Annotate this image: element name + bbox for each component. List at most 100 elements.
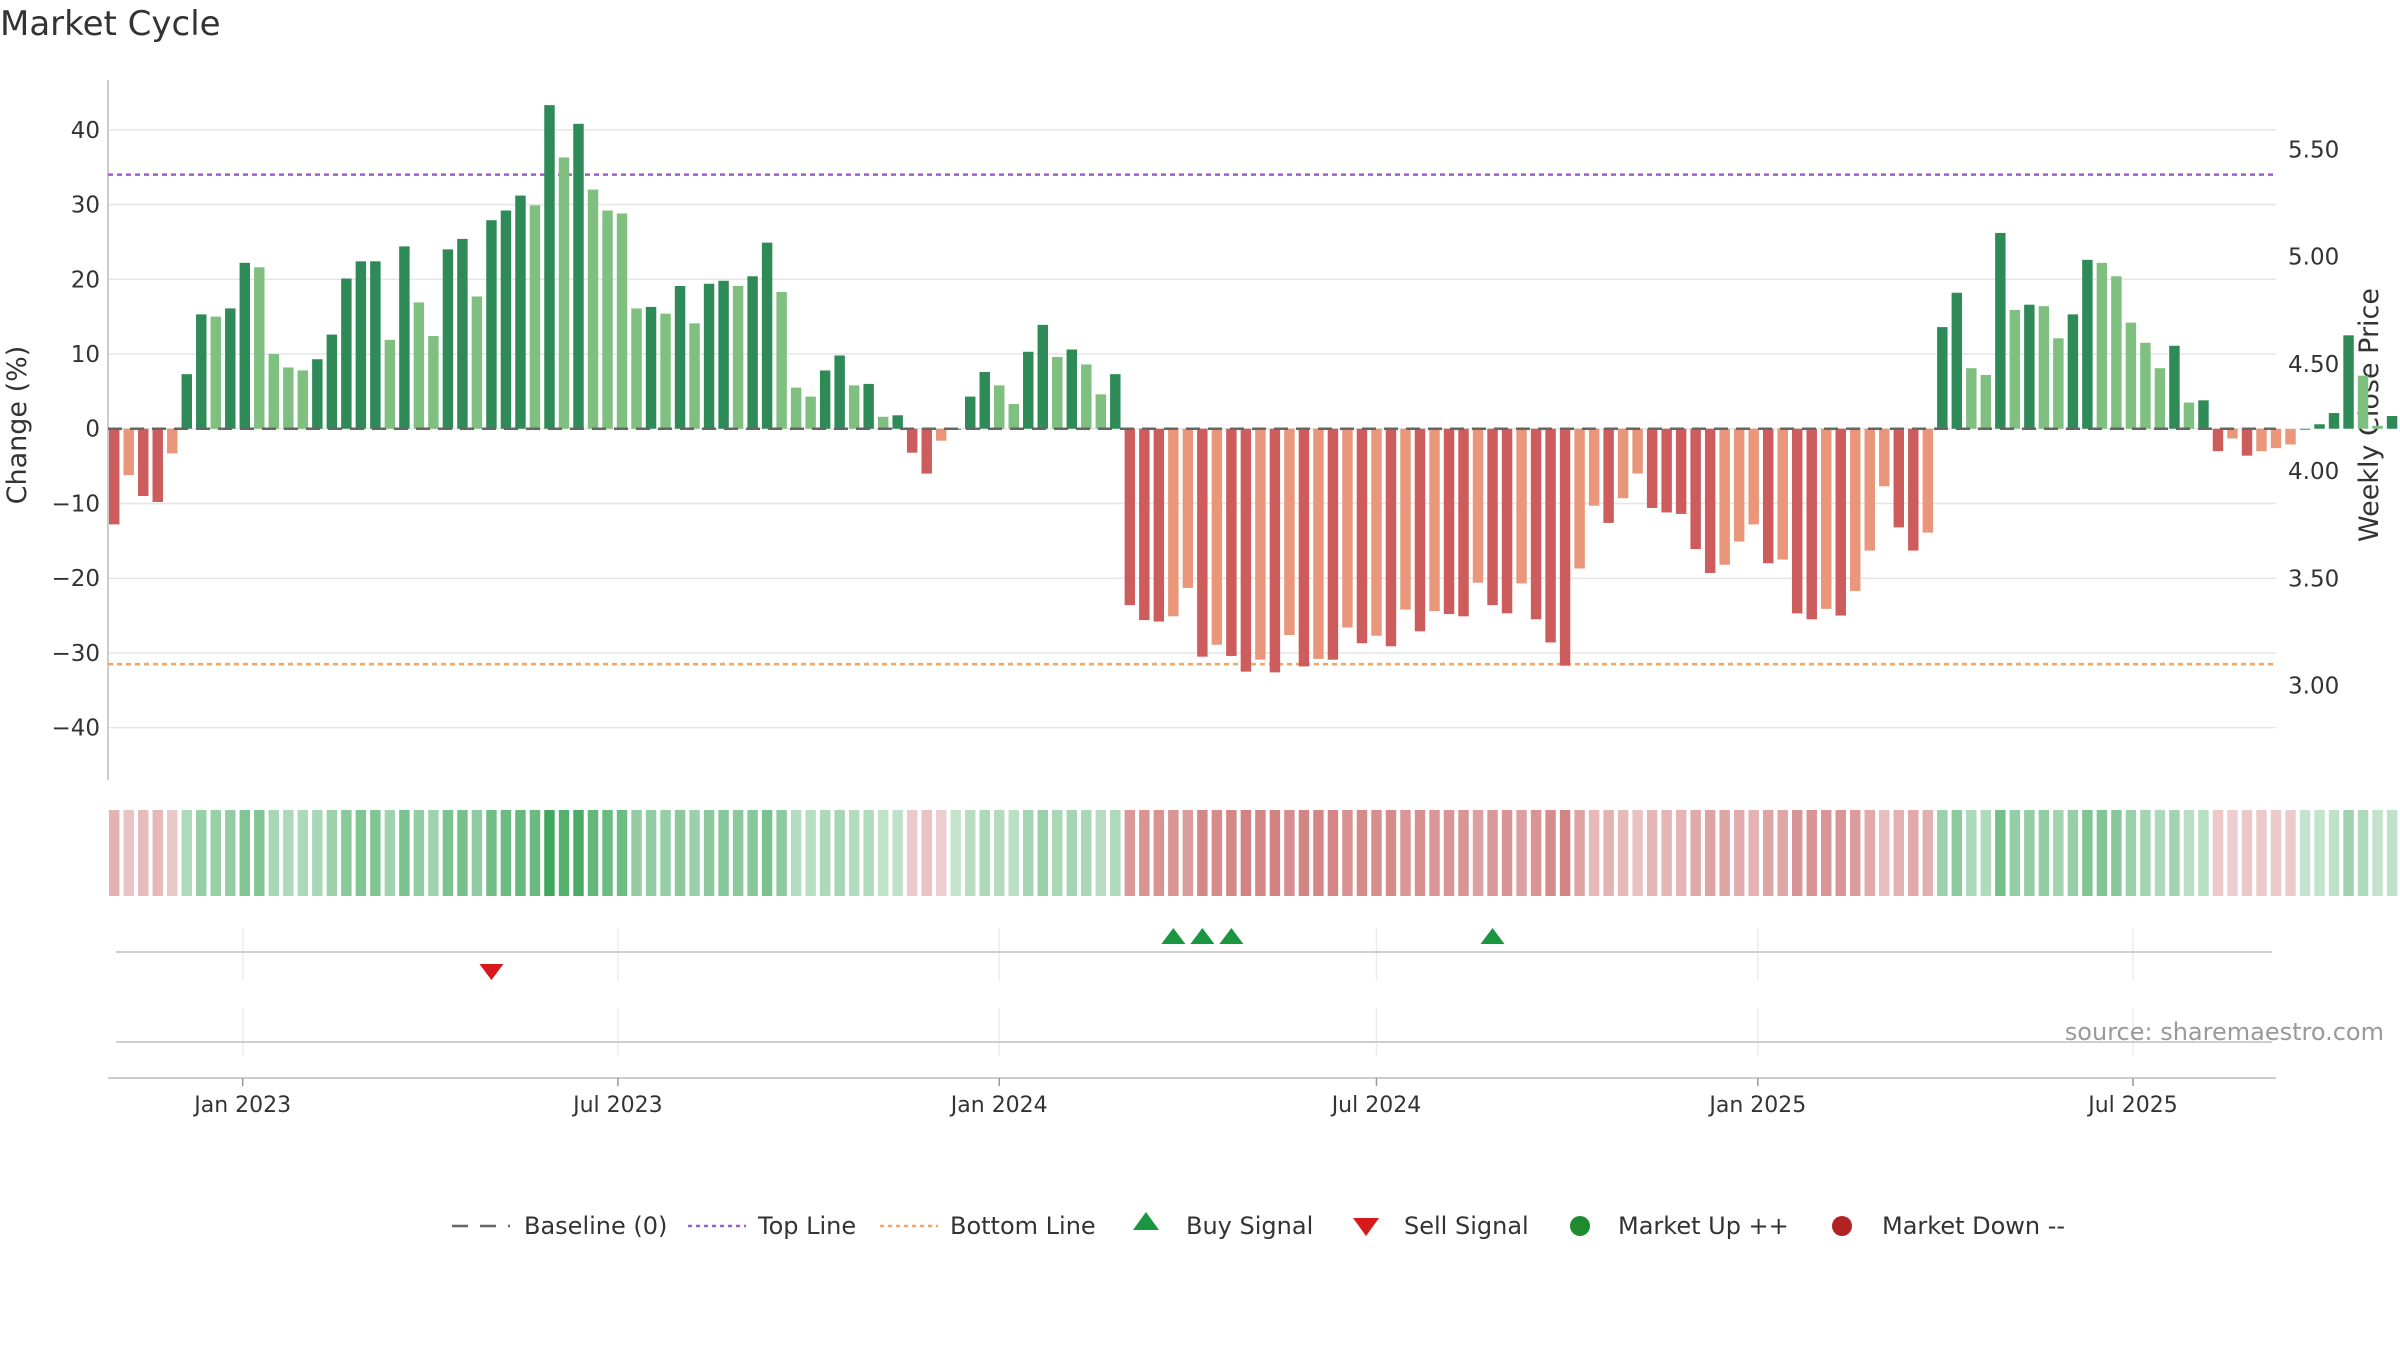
bar — [312, 359, 323, 429]
heatmap-cell — [2140, 810, 2151, 896]
bar — [1821, 428, 1832, 609]
heatmap-cell — [1095, 810, 1107, 896]
heatmap-cell — [2009, 810, 2021, 896]
bar — [1298, 428, 1310, 667]
bar — [2241, 428, 2253, 456]
bar — [515, 195, 526, 429]
bar — [1124, 428, 1136, 606]
heatmap-cell — [761, 810, 773, 896]
bar — [196, 314, 207, 429]
bar — [877, 416, 889, 429]
bar — [1356, 428, 1368, 644]
bar — [1342, 428, 1353, 628]
heatmap-cell — [573, 810, 584, 896]
bar — [1037, 324, 1048, 429]
heatmap-cell — [1371, 810, 1382, 896]
bar — [921, 428, 932, 474]
heatmap-cell — [1951, 810, 1963, 896]
bar — [2372, 425, 2383, 429]
bar — [1617, 428, 1629, 499]
legend-market-down-icon — [1832, 1216, 1852, 1236]
heatmap-cell — [906, 810, 918, 896]
heatmap-cell — [2227, 810, 2238, 896]
bar — [239, 262, 251, 429]
legend-label: Market Up ++ — [1618, 1212, 1789, 1240]
bar — [413, 302, 425, 429]
bar — [1023, 351, 1034, 429]
bar — [1443, 428, 1455, 615]
bar — [1632, 428, 1643, 474]
bar — [660, 313, 671, 429]
x-tick-label: Jan 2025 — [1707, 1093, 1806, 1118]
buy-signal-marker — [1161, 928, 1186, 944]
heatmap-cell — [486, 810, 497, 896]
bar — [1675, 428, 1687, 514]
y-tick-label: 30 — [71, 193, 100, 219]
bar — [1153, 428, 1165, 622]
bar — [979, 371, 990, 429]
heatmap-cell — [1661, 810, 1672, 896]
bar — [805, 396, 816, 429]
bar — [544, 105, 555, 429]
heatmap-cell — [935, 810, 947, 896]
heatmap-cell — [1980, 810, 1992, 896]
bar — [384, 339, 396, 429]
bar — [1110, 374, 1121, 429]
heatmap-cell — [1632, 810, 1643, 896]
bar — [1777, 428, 1788, 560]
source-text: source: sharemaestro.com — [2065, 1018, 2384, 1046]
heatmap-cell — [1806, 810, 1817, 896]
bar — [863, 383, 874, 429]
heatmap-cell — [1995, 810, 2006, 896]
bar — [1850, 428, 1861, 591]
bar — [558, 157, 570, 429]
bar — [2024, 304, 2035, 429]
bar — [906, 428, 918, 453]
heatmap-cell — [819, 810, 831, 896]
bar — [1922, 428, 1934, 533]
heatmap-cell — [500, 810, 512, 896]
bar — [2125, 322, 2137, 429]
y-tick-label: −30 — [51, 641, 100, 667]
heatmap-cell — [123, 810, 134, 896]
heatmap-cell — [297, 810, 309, 896]
bar — [1211, 428, 1223, 645]
heatmap-cell — [2357, 810, 2369, 896]
heatmap-cell — [2343, 810, 2354, 896]
bar — [1806, 428, 1817, 620]
bar — [2096, 262, 2108, 429]
bar — [1646, 428, 1658, 508]
bar — [1255, 428, 1266, 660]
bar — [631, 308, 642, 429]
heatmap-cell — [108, 810, 120, 896]
x-tick-label: Jul 2023 — [571, 1093, 663, 1118]
bar — [2343, 335, 2354, 429]
bar — [2111, 276, 2122, 429]
legend-item-mdown: Market Down -- — [1832, 1212, 2065, 1240]
heatmap-cell — [1269, 810, 1281, 896]
legend-market-up-icon — [1570, 1216, 1590, 1236]
heatmap-cell — [2241, 810, 2253, 896]
bar — [1472, 428, 1484, 583]
bar — [2038, 306, 2050, 429]
legend-item-mup: Market Up ++ — [1570, 1212, 1789, 1240]
heatmap-cell — [1356, 810, 1368, 896]
bar — [747, 276, 758, 429]
heatmap-cell — [2183, 810, 2195, 896]
heatmap-cell — [283, 810, 294, 896]
x-tick-label: Jul 2024 — [1330, 1093, 1422, 1118]
bar — [965, 396, 976, 429]
legend-label: Market Down -- — [1882, 1212, 2065, 1240]
y2-tick-label: 4.00 — [2288, 459, 2339, 485]
x-tick-label: Jan 2023 — [192, 1093, 291, 1118]
heatmap-cell — [1284, 810, 1295, 896]
bar — [1269, 428, 1281, 673]
bar — [268, 354, 280, 429]
legend-item-sell: Sell Signal — [1353, 1212, 1529, 1240]
bar — [2227, 428, 2238, 439]
heatmap-cell — [2024, 810, 2035, 896]
heatmap-cell — [1240, 810, 1252, 896]
heatmap-cell — [1762, 810, 1774, 896]
heatmap-cell — [1704, 810, 1716, 896]
